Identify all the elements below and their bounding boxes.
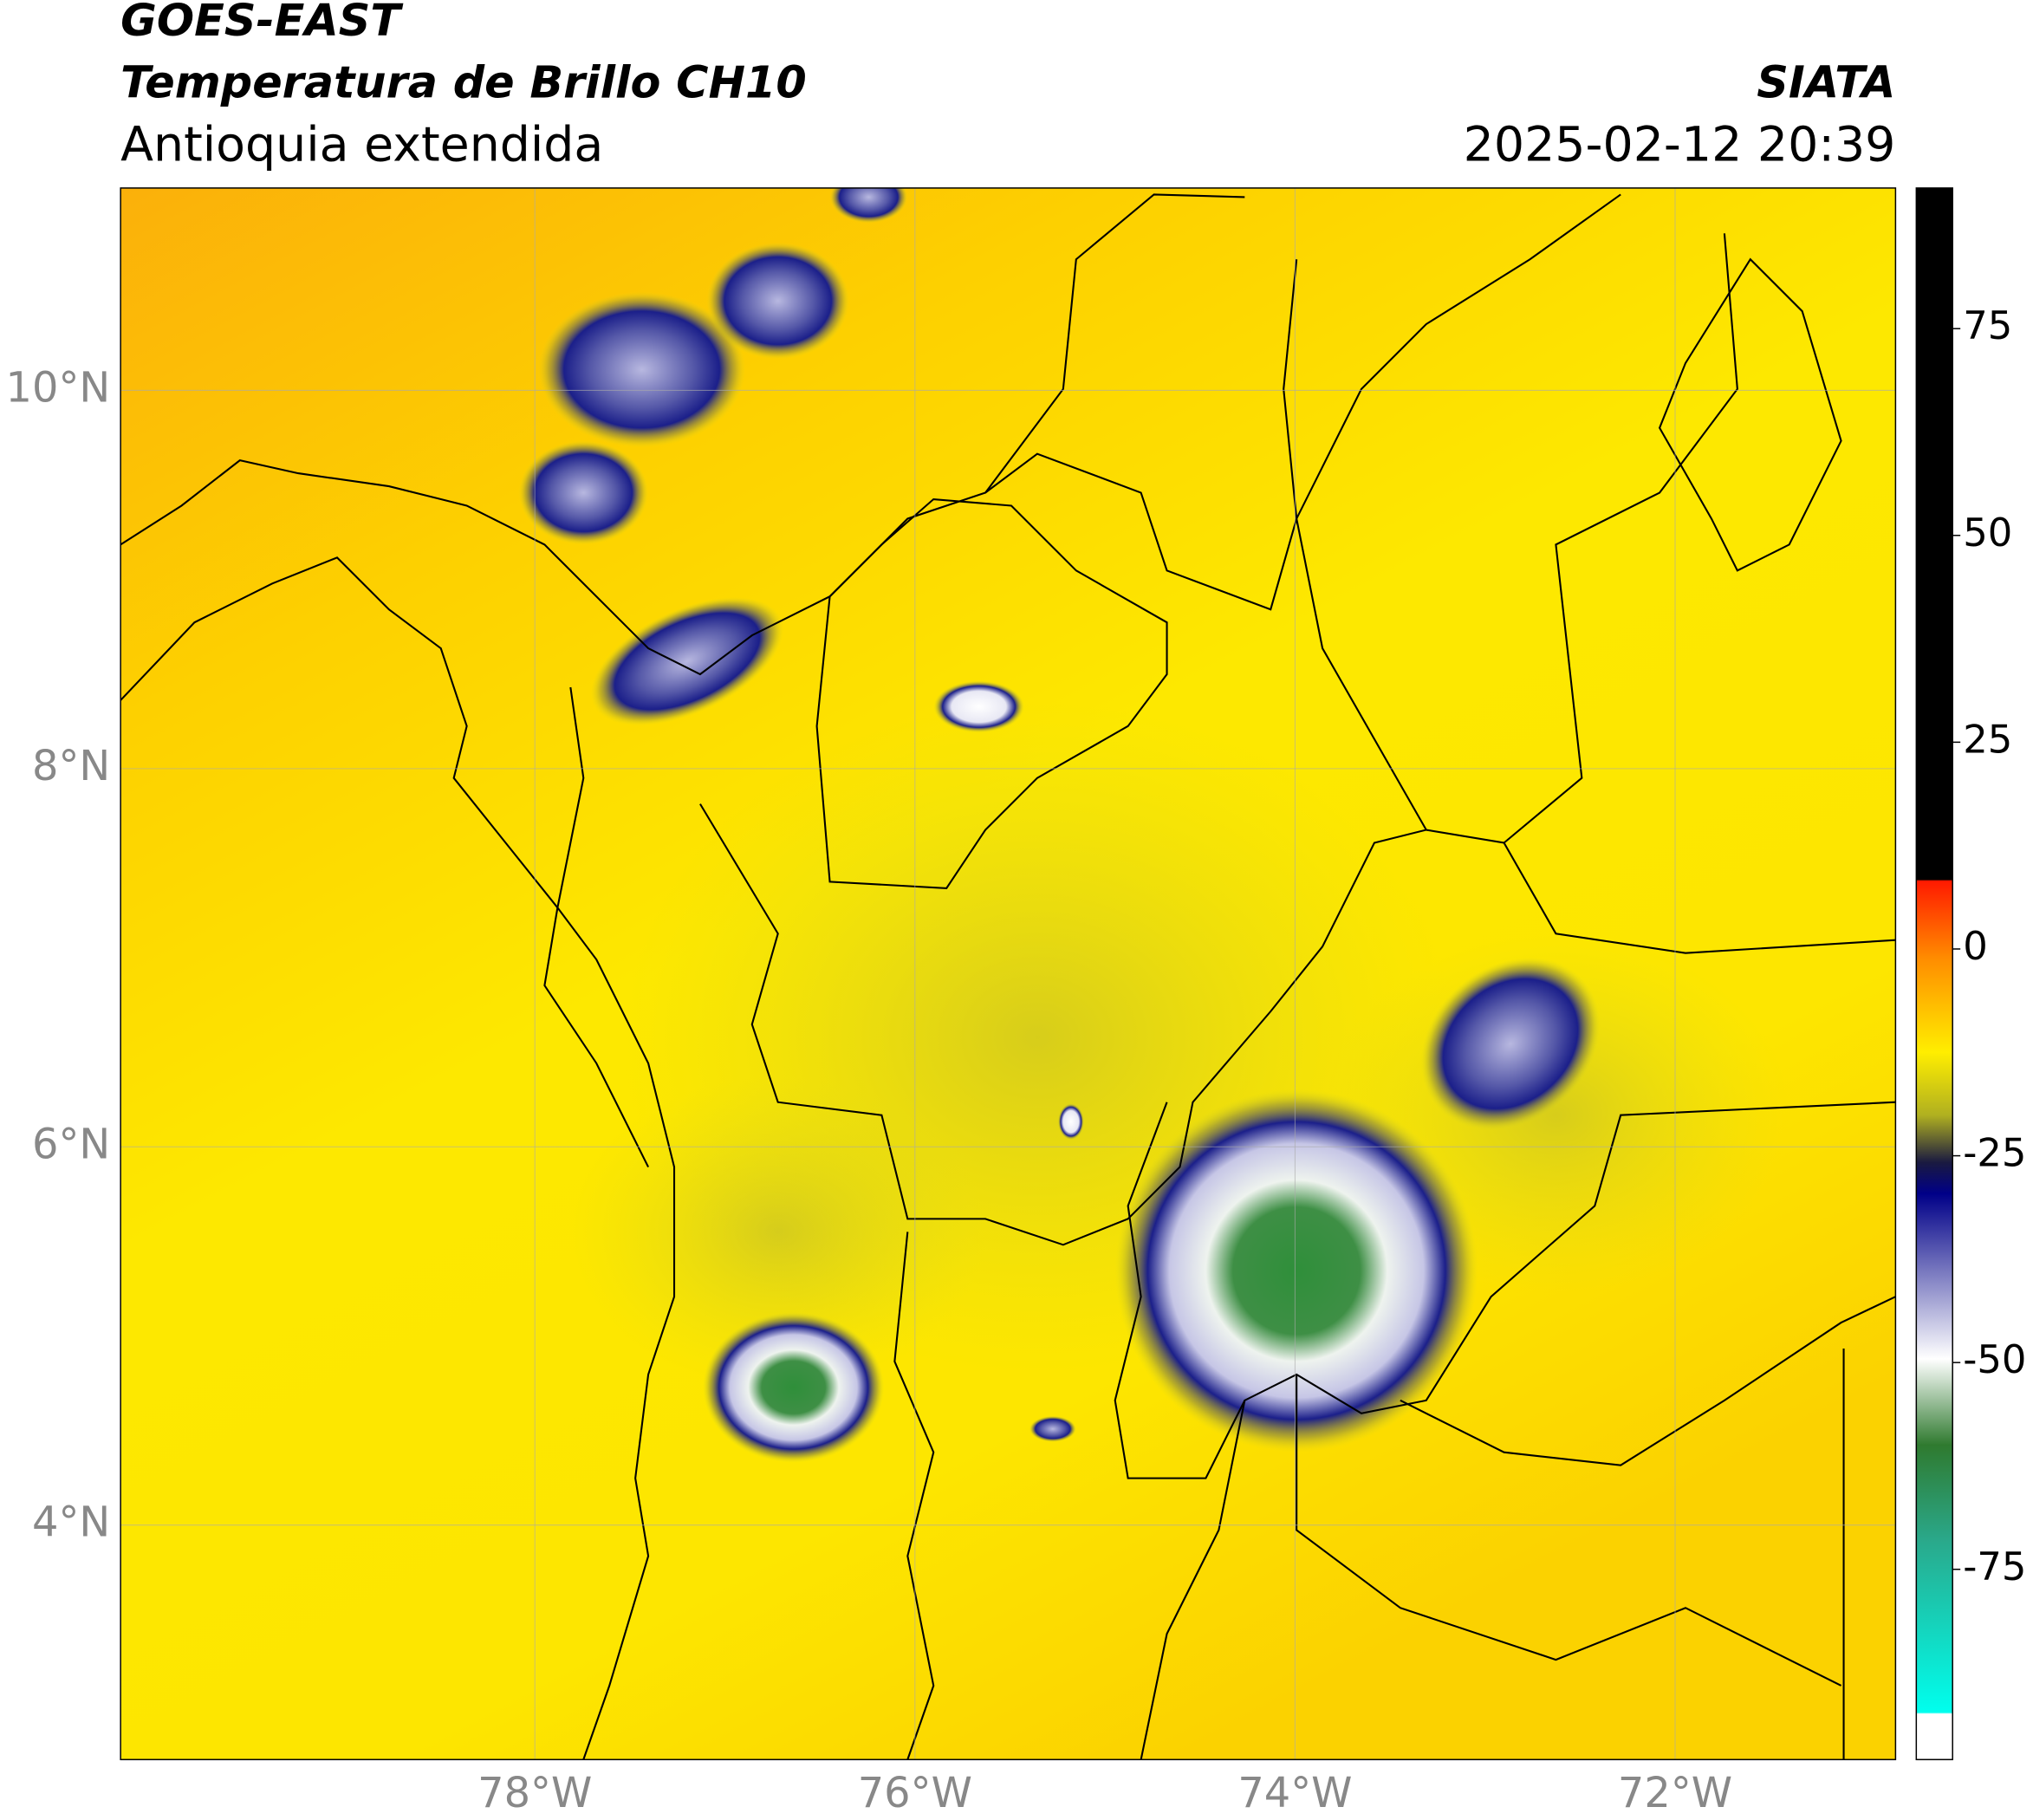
border	[1296, 193, 1621, 831]
lon-label: 72°W	[1618, 1770, 1732, 1817]
cloud	[933, 680, 1024, 733]
labels: 10°N 8°N 6°N 4°N 78°W 76°W 74°W 72°W 75 50 25 0 -25 -…	[6, 302, 2027, 1817]
colorbar-label: 75	[1963, 302, 2012, 348]
colorbar-label: -25	[1963, 1130, 2026, 1176]
storm	[702, 1312, 885, 1463]
border	[1296, 1374, 1842, 1687]
map-frame	[120, 187, 1897, 1761]
lat-label: 10°N	[6, 364, 111, 412]
cloud	[518, 440, 649, 545]
coastline	[120, 193, 1245, 676]
border	[984, 259, 1298, 611]
cloud	[590, 596, 784, 726]
cloud	[706, 242, 849, 360]
source: SIATA	[1757, 57, 1895, 108]
lon-label: 76°W	[858, 1770, 972, 1817]
haze	[570, 1076, 986, 1388]
gridlines	[120, 187, 1896, 1760]
colorbar-label: 25	[1963, 716, 2012, 762]
cloud	[1420, 957, 1601, 1131]
border	[893, 1232, 935, 1760]
cloud	[537, 291, 746, 448]
cloud	[1057, 1103, 1084, 1141]
border	[543, 686, 650, 1168]
lon-label: 74°W	[1237, 1770, 1352, 1817]
lon-label: 78°W	[477, 1770, 592, 1817]
lat-label: 8°N	[32, 743, 110, 790]
subtitle: Temperatura de Brillo CH10	[120, 57, 807, 108]
colorbar	[1915, 187, 1953, 1761]
border	[1503, 233, 1738, 844]
storm	[1114, 1089, 1478, 1453]
border	[815, 497, 1168, 889]
colorbar-label: 0	[1963, 923, 1988, 969]
map	[120, 187, 1896, 1760]
border	[1140, 1400, 1246, 1760]
colorbar-label: -75	[1963, 1544, 2026, 1589]
borders	[120, 193, 1896, 1760]
border	[1114, 1101, 1896, 1479]
colorbar-label: 50	[1963, 510, 2012, 556]
datetime: 2025-02-12 20:39	[1464, 118, 1896, 173]
region: Antioquia extendida	[120, 118, 603, 173]
lat-label: 6°N	[32, 1121, 110, 1168]
cloud	[829, 187, 908, 224]
border	[1658, 257, 1842, 572]
cloud	[1029, 1415, 1076, 1442]
title: GOES-EAST	[120, 0, 404, 46]
border	[1400, 1296, 1896, 1466]
colorbar-label: -50	[1963, 1336, 2026, 1382]
lat-label: 4°N	[32, 1499, 110, 1547]
